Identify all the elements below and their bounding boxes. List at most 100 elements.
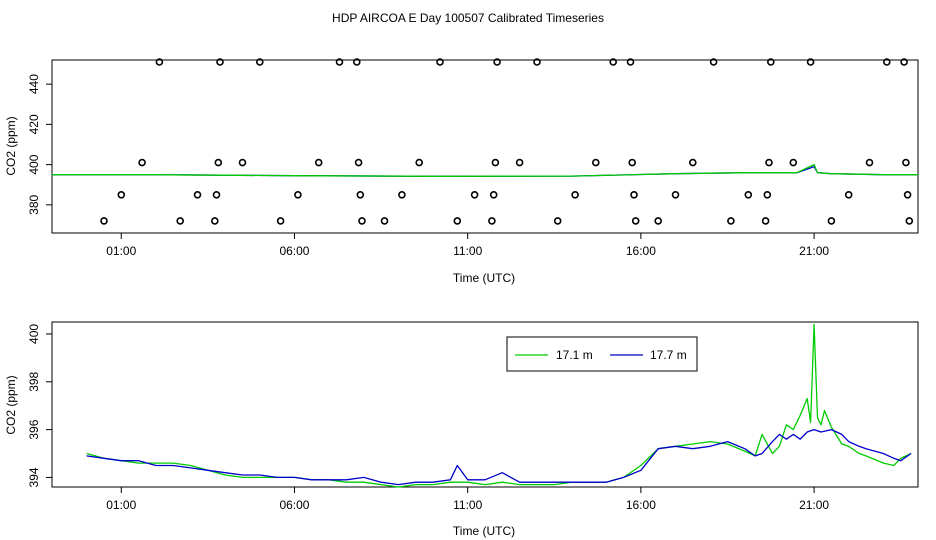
scatter-point [493, 58, 501, 66]
scatter-point [214, 158, 223, 167]
scatter-point [903, 191, 912, 199]
scatter-point [216, 58, 224, 66]
scatter-point [294, 191, 302, 199]
scatter-point [238, 158, 247, 167]
scatter-point [117, 191, 126, 199]
scatter-point [654, 217, 663, 225]
scatter-points-1 [100, 58, 914, 225]
y-tick-label-1: 400 [27, 154, 41, 174]
scatter-point [727, 217, 735, 225]
y-tick-label-1: 420 [27, 114, 41, 134]
x-tick-label-1: 11:00 [453, 244, 482, 258]
scatter-point [358, 217, 366, 225]
panel-1: 01:00 06:00 11:00 16:00 21:00 380 400 420 440 T… [4, 58, 919, 285]
scatter-point [765, 158, 773, 167]
scatter-point [902, 158, 910, 167]
y-tick-label-2: 398 [27, 371, 41, 391]
y-tick-label-1: 440 [27, 74, 41, 94]
scatter-point [688, 158, 697, 167]
panel-2: 01:00 06:00 11:00 16:00 21:00 394 396 398 400 T… [4, 321, 919, 538]
legend-label-series-1: 17.1 m [556, 348, 593, 362]
x-axis-label-2: Time (UTC) [453, 524, 515, 538]
x-tick-label-2: 11:00 [453, 498, 482, 512]
scatter-point [314, 158, 323, 167]
x-tick-label-1: 21:00 [799, 244, 829, 258]
series-line-2-0 [86, 323, 912, 488]
legend: 17.1 m 17.7 m [506, 336, 698, 372]
scatter-point [761, 217, 770, 225]
scatter-point [354, 158, 363, 167]
scatter-point [470, 191, 479, 199]
y-tick-label-1: 380 [27, 195, 41, 215]
scatter-point [626, 58, 635, 66]
scatter-point [398, 191, 406, 199]
plot-frame-2 [51, 321, 919, 488]
y-axis-label-1: CO2 (ppm) [4, 116, 18, 175]
x-tick-label-2: 21:00 [799, 498, 829, 512]
series-line-2-1 [86, 428, 912, 486]
scatter-point [900, 58, 908, 66]
x-tick-label-2: 16:00 [626, 498, 656, 512]
plot-frame-1 [51, 59, 919, 234]
scatter-point [763, 191, 772, 199]
scatter-point [491, 158, 500, 167]
scatter-point [335, 58, 344, 66]
scatter-point [415, 158, 424, 167]
scatter-point [255, 58, 264, 66]
y-tick-label-2: 400 [27, 324, 41, 344]
scatter-point [211, 217, 219, 225]
y-axis-1: 380 400 420 440 [27, 74, 52, 215]
x-axis-2: 01:00 06:00 11:00 16:00 21:00 [106, 487, 829, 512]
y-axis-2: 394 396 398 400 [27, 324, 52, 487]
x-axis-1: 01:00 06:00 11:00 16:00 21:00 [106, 233, 829, 258]
x-tick-label-2: 01:00 [106, 498, 136, 512]
scatter-point [488, 217, 496, 225]
scatter-point [533, 58, 541, 66]
scatter-point [276, 217, 285, 225]
line-series-2 [86, 323, 912, 488]
scatter-point [709, 58, 718, 66]
series-line-1-1 [52, 163, 918, 177]
scatter-point [176, 217, 184, 225]
scatter-point [356, 191, 365, 199]
x-axis-label-1: Time (UTC) [453, 271, 515, 285]
y-tick-label-2: 394 [27, 467, 41, 487]
scatter-point [212, 191, 221, 199]
scatter-point [766, 58, 775, 66]
scatter-point [882, 58, 891, 66]
scatter-point [193, 191, 202, 199]
legend-box [506, 336, 698, 372]
scatter-point [806, 58, 815, 66]
x-tick-label-1: 01:00 [106, 244, 136, 258]
scatter-point [789, 158, 798, 167]
scatter-point [827, 217, 836, 225]
scatter-point [489, 191, 498, 199]
scatter-point [844, 191, 853, 199]
figure-title: HDP AIRCOA E Day 100507 Calibrated Times… [332, 11, 604, 25]
scatter-point [100, 217, 108, 225]
scatter-point [155, 58, 164, 66]
scatter-point [631, 217, 640, 225]
scatter-point [905, 217, 914, 225]
scatter-point [515, 158, 524, 167]
y-tick-label-2: 396 [27, 419, 41, 439]
legend-label-series-2: 17.7 m [650, 348, 687, 362]
scatter-point [744, 191, 753, 199]
x-tick-label-1: 06:00 [279, 244, 309, 258]
scatter-point [453, 217, 462, 225]
scatter-point [352, 58, 361, 66]
scatter-point [571, 191, 579, 199]
scatter-point [436, 58, 444, 66]
y-axis-label-2: CO2 (ppm) [4, 375, 18, 434]
scatter-point [628, 158, 637, 167]
scatter-point [609, 58, 618, 66]
scatter-point [380, 217, 389, 225]
scatter-point [630, 191, 638, 199]
scatter-point [865, 158, 874, 167]
scatter-point [138, 158, 146, 167]
scatter-point [671, 191, 680, 199]
x-tick-label-1: 16:00 [626, 244, 656, 258]
x-tick-label-2: 06:00 [279, 498, 309, 512]
scatter-point [591, 158, 600, 167]
